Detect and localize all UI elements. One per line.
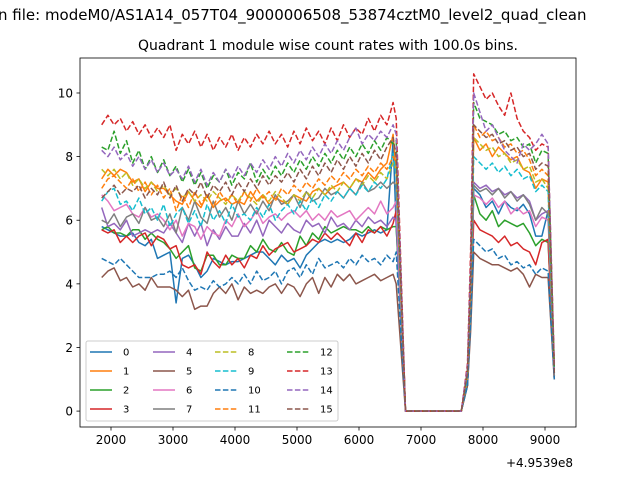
- series-line-2: [101, 194, 556, 412]
- legend-label-4: 4: [186, 348, 192, 359]
- legend-label-5: 5: [186, 367, 192, 378]
- y-tick-label: 2: [65, 341, 73, 355]
- legend-label-8: 8: [248, 348, 254, 359]
- figure-suptitle: n file: modeM0/AS1A14_057T04_9000006508_…: [0, 6, 587, 25]
- y-tick-label: 10: [58, 86, 73, 100]
- legend-label-0: 0: [123, 348, 129, 359]
- series-line-4: [100, 181, 556, 412]
- y-tick-label: 8: [65, 150, 73, 164]
- legend-label-3: 3: [123, 405, 129, 416]
- plot-frame: [79, 57, 577, 428]
- x-tick-label: 2000: [96, 433, 127, 447]
- legend-label-10: 10: [248, 386, 261, 397]
- legend-label-14: 14: [320, 386, 333, 397]
- x-tick-label: 3000: [158, 433, 189, 447]
- series-line-5: [101, 251, 556, 412]
- series-line-13: [101, 73, 556, 412]
- x-tick-label: 4000: [220, 433, 251, 447]
- legend-label-2: 2: [123, 386, 129, 397]
- y-tick-label: 4: [65, 277, 73, 291]
- legend-label-9: 9: [248, 367, 254, 378]
- legend-label-6: 6: [186, 386, 192, 397]
- legend-box: [85, 340, 339, 422]
- y-tick-label: 0: [65, 405, 73, 419]
- series-line-11: [101, 124, 556, 412]
- y-axis: 0 2 4 6 8 10: [58, 86, 80, 419]
- series-line-9: [101, 152, 556, 412]
- x-axis-offset-label: +4.9539e8: [506, 456, 573, 470]
- x-tick-label: 5000: [282, 433, 313, 447]
- chart-title: Quadrant 1 module wise count rates with …: [138, 38, 518, 54]
- x-tick-label: 6000: [344, 433, 375, 447]
- x-tick-label: 8000: [468, 433, 499, 447]
- series-line-3: [101, 209, 556, 412]
- series-line-1: [101, 133, 556, 412]
- series-line-14: [101, 92, 556, 412]
- legend-label-7: 7: [186, 405, 192, 416]
- legend-label-13: 13: [320, 367, 333, 378]
- series-line-15: [101, 124, 556, 412]
- x-axis: 2000 3000 4000 5000 6000 7000 8000 9000: [96, 427, 561, 447]
- series-line-10: [101, 238, 556, 412]
- x-tick-label: 9000: [530, 433, 561, 447]
- legend-label-1: 1: [123, 367, 129, 378]
- series-layer: [100, 73, 556, 412]
- legend-label-12: 12: [320, 348, 333, 359]
- series-line-7: [101, 181, 556, 412]
- legend-label-15: 15: [320, 405, 333, 416]
- y-tick-label: 6: [65, 214, 73, 228]
- x-tick-label: 7000: [406, 433, 437, 447]
- series-line-8: [101, 136, 556, 412]
- legend-label-11: 11: [248, 405, 261, 416]
- series-line-0: [101, 139, 556, 412]
